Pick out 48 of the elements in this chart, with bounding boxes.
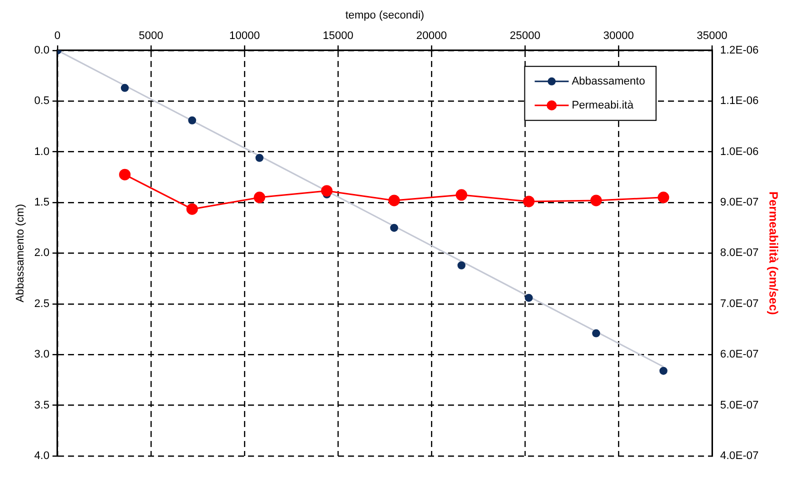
y-axis-title: Abbassamento (cm) [14, 204, 27, 302]
point [659, 366, 668, 375]
y-tick-label: 2.0 [34, 247, 50, 260]
y2-tick-label: 6.0E-07 [720, 348, 759, 361]
y-tick-label: 1.0 [34, 146, 50, 158]
point [255, 154, 264, 162]
y-tick-label: 1.5 [34, 196, 50, 209]
point [590, 194, 602, 206]
x-tick-label: 20000 [416, 30, 447, 42]
point [658, 192, 670, 204]
y2-axis-title: Permeabilità (cm/sec) [766, 191, 780, 315]
y-tick-label: 3.5 [34, 399, 50, 412]
point [120, 84, 129, 92]
point [321, 185, 333, 197]
y-tick-label: 4.0 [34, 450, 50, 462]
y2-tick-label: 1.2E-06 [720, 44, 759, 56]
x-tick-label: 5000 [138, 30, 164, 42]
y-tick-label: 0.0 [34, 44, 50, 56]
y2-tick-label: 7.0E-07 [720, 298, 759, 310]
y2-tick-label: 5.0E-07 [720, 399, 759, 412]
y-tick-label: 3.0 [34, 348, 50, 361]
y-tick-label: 2.5 [34, 298, 50, 310]
x-tick-label: 15000 [322, 30, 354, 42]
x-tick-label: 10000 [229, 30, 260, 42]
y2-tick-label: 8.0E-07 [720, 247, 759, 260]
x-tick-label: 30000 [603, 30, 634, 42]
point [188, 116, 196, 124]
point [390, 224, 398, 232]
point [119, 168, 131, 180]
point [524, 294, 533, 302]
legend-label: Permeabi.ità [572, 99, 634, 112]
legend-label: Abbassamento [572, 75, 646, 88]
x-tick-label: 0 [54, 30, 61, 42]
point [254, 192, 266, 204]
y2-tick-label: 4.0E-07 [720, 450, 759, 462]
point [456, 189, 468, 201]
point [523, 196, 535, 208]
x-tick-label: 35000 [696, 30, 728, 42]
point [457, 261, 466, 270]
y2-tick-label: 9.0E-07 [720, 196, 759, 209]
y2-tick-label: 1.1E-06 [720, 95, 759, 108]
point [592, 329, 600, 338]
y2-tick-label: 1.0E-06 [720, 146, 759, 158]
x-axis-title: tempo (secondi) [345, 10, 424, 22]
x-tick-label: 25000 [510, 30, 540, 42]
y-tick-label: 0.5 [34, 95, 50, 108]
point [388, 194, 400, 206]
point [186, 203, 198, 215]
